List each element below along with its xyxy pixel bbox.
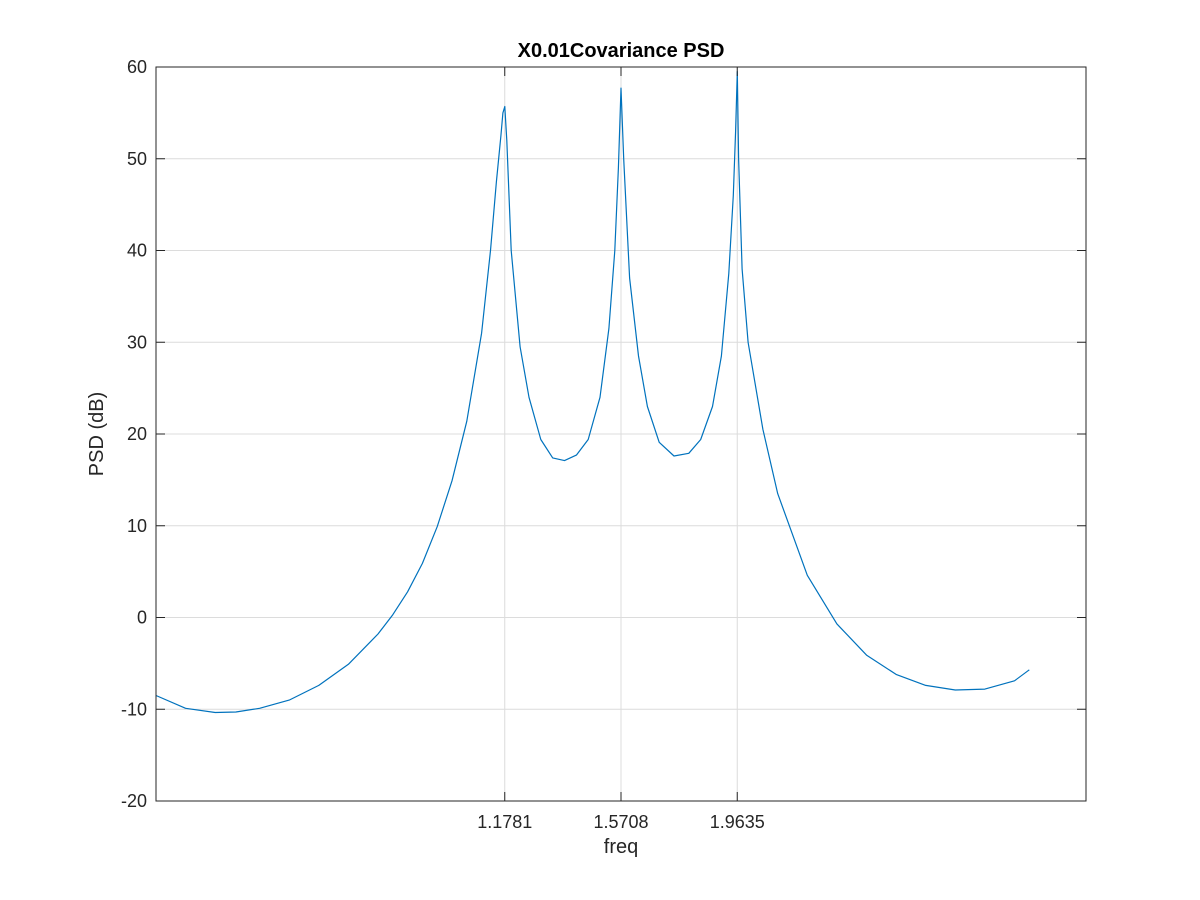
y-tick-label: 20	[127, 424, 147, 444]
y-tick-label: 40	[127, 241, 147, 261]
psd-series-line	[155, 70, 1030, 714]
y-tick-label: 50	[127, 149, 147, 169]
chart-title: X0.01Covariance PSD	[518, 40, 725, 62]
y-tick-label: 30	[127, 332, 147, 352]
x-tick-label: 1.9635	[710, 812, 765, 832]
y-tick-label: 10	[127, 516, 147, 536]
ticks-layer: -20 -10 0 10 20 30 40 50 60 1.1781 1.5708 1.9635	[121, 57, 1086, 832]
series-layer	[155, 70, 1030, 714]
y-tick-label: 0	[137, 608, 147, 628]
y-tick-label: -20	[121, 791, 147, 811]
x-axis-title: freq	[604, 836, 638, 858]
x-tick-label: 1.5708	[593, 812, 648, 832]
y-axis-title: PSD (dB)	[86, 392, 108, 476]
y-tick-label: 60	[127, 57, 147, 77]
y-tick-label: -10	[121, 699, 147, 719]
grid-layer	[156, 67, 1086, 801]
x-tick-label: 1.1781	[477, 812, 532, 832]
